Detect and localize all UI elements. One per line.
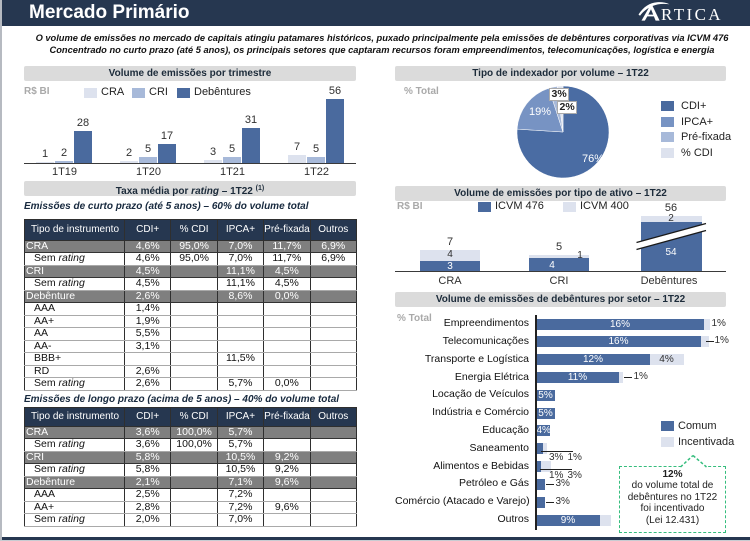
- svg-text:RTICA: RTICA: [661, 5, 723, 24]
